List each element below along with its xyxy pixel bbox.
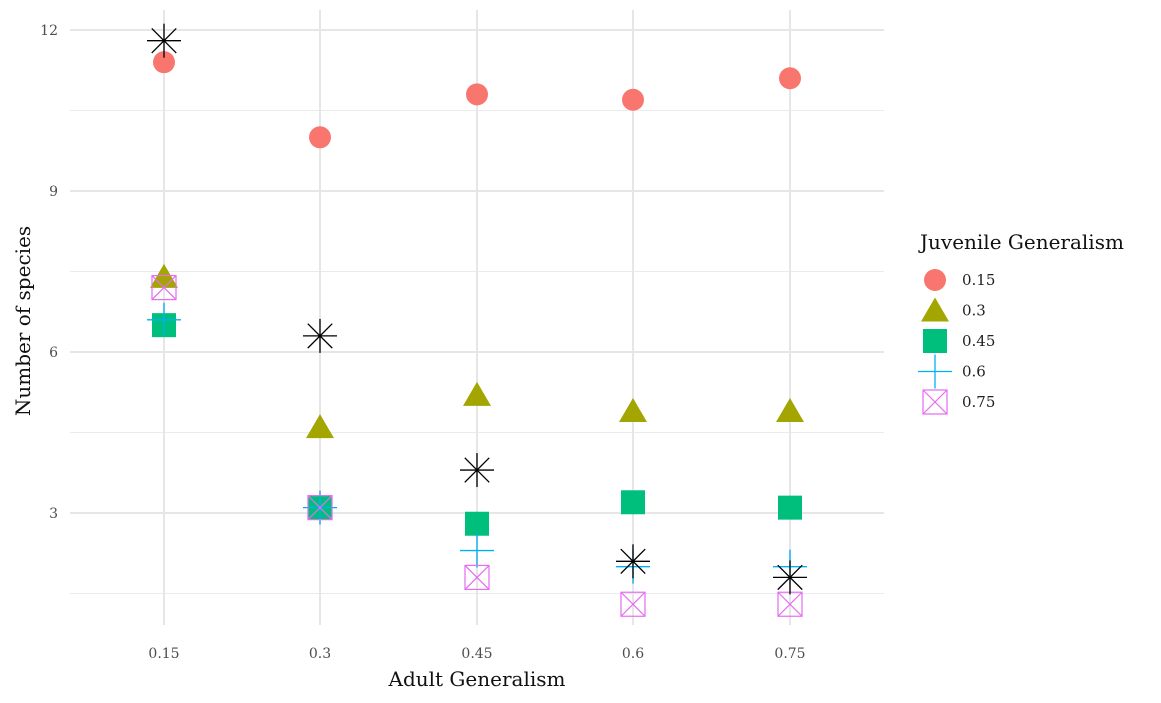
marker-triangle: [619, 398, 647, 423]
data-points: [147, 23, 807, 617]
x-tick-label: 0.45: [461, 646, 492, 662]
marker-circle: [622, 88, 644, 111]
data-point: [460, 533, 494, 568]
marker-square: [923, 329, 947, 353]
marker-asterisk-d2: [464, 457, 490, 483]
y-tick-label: 3: [49, 506, 58, 522]
marker-asterisk-d2: [151, 28, 177, 54]
data-point: [147, 23, 181, 58]
marker-square: [778, 495, 802, 520]
marker-box: [464, 564, 490, 591]
data-point: [466, 83, 488, 106]
marker-asterisk-d2: [307, 323, 333, 349]
y-axis-ticks: 3 6 9 12: [40, 23, 58, 522]
marker-square: [621, 490, 645, 515]
marker-triangle: [921, 297, 949, 322]
data-point: [153, 51, 175, 74]
data-point: [616, 544, 650, 579]
marker-triangle: [776, 398, 804, 423]
marker-box: [151, 274, 177, 301]
marker-box-diag: [464, 564, 490, 590]
legend-title: Juvenile Generalism: [918, 230, 1124, 254]
data-point: [620, 591, 646, 617]
x-tick-label: 0.75: [774, 646, 805, 662]
data-point: [773, 560, 807, 595]
marker-circle: [466, 83, 488, 106]
marker-box-diag: [151, 275, 177, 301]
legend-label: 0.75: [962, 393, 995, 411]
data-point: [307, 495, 333, 521]
data-point: [306, 414, 334, 439]
marker-circle: [153, 51, 175, 74]
data-point: [776, 398, 804, 423]
legend-label: 0.6: [962, 363, 986, 381]
data-point: [622, 88, 644, 111]
marker-box-diag: [922, 389, 948, 415]
legend-label: 0.45: [962, 332, 995, 350]
data-point: [621, 490, 645, 515]
y-tick-label: 9: [49, 184, 58, 200]
x-tick-label: 0.15: [148, 646, 179, 662]
legend-key: [918, 354, 952, 389]
data-point: [309, 126, 331, 149]
legend-label: 0.15: [962, 271, 995, 289]
legend-key: [923, 329, 947, 353]
x-tick-label: 0.3: [309, 646, 331, 662]
data-point: [779, 67, 801, 90]
marker-box-diag: [307, 495, 333, 521]
marker-box-diag: [777, 591, 803, 617]
legend-items: 0.15 0.3 0.45 0.6 0.75: [918, 269, 995, 415]
marker-circle: [779, 67, 801, 90]
x-tick-label: 0.6: [622, 646, 644, 662]
data-point: [303, 318, 337, 353]
marker-square: [465, 511, 489, 536]
x-axis-title: Adult Generalism: [388, 667, 566, 691]
marker-triangle: [463, 381, 491, 406]
marker-triangle: [306, 414, 334, 439]
marker-asterisk-d2: [620, 548, 646, 575]
data-point: [465, 511, 489, 536]
legend-key: [922, 389, 948, 415]
marker-circle: [924, 269, 946, 291]
y-axis-title: Number of species: [11, 226, 35, 416]
marker-box: [620, 591, 646, 617]
legend-key: [921, 297, 949, 322]
x-axis-ticks: 0.15 0.3 0.45 0.6 0.75: [148, 646, 805, 662]
data-point: [778, 495, 802, 520]
legend-label: 0.3: [962, 302, 986, 320]
data-point: [463, 381, 491, 406]
legend: Juvenile Generalism 0.15 0.3 0.45 0.6 0.75: [918, 230, 1124, 415]
marker-box: [922, 389, 948, 415]
data-point: [619, 398, 647, 423]
y-tick-label: 12: [40, 23, 58, 39]
marker-box-diag: [620, 591, 646, 617]
data-point: [460, 453, 494, 488]
data-point: [147, 302, 181, 337]
y-tick-label: 6: [49, 345, 58, 361]
marker-box: [307, 495, 333, 521]
marker-asterisk-d2: [777, 564, 803, 591]
data-point: [464, 564, 490, 591]
data-point: [151, 274, 177, 301]
legend-key: [924, 269, 946, 291]
marker-circle: [309, 126, 331, 149]
